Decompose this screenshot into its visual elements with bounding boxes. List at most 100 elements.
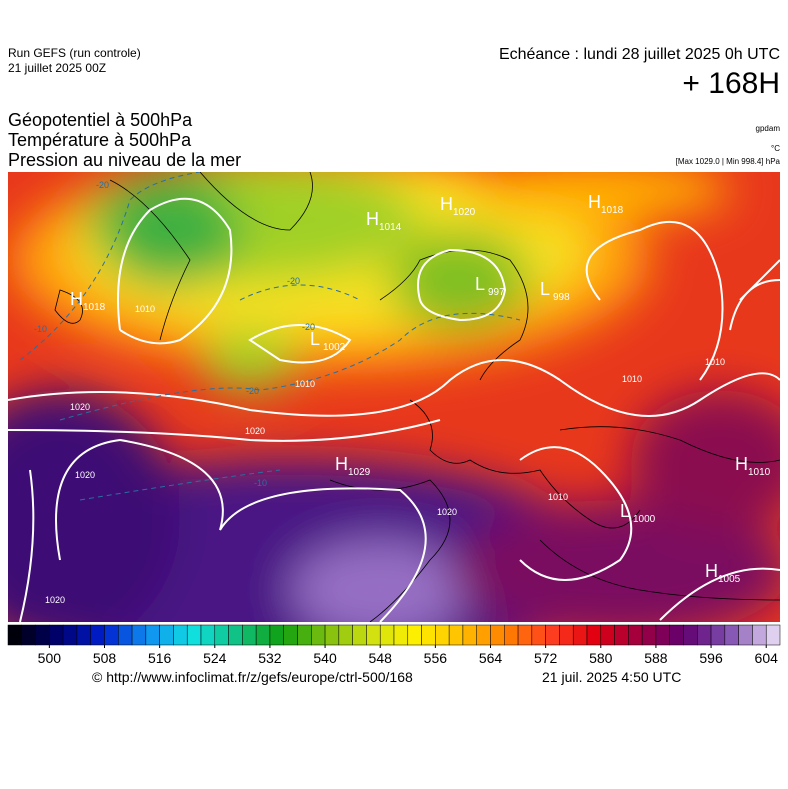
colorbar-swatch — [7, 624, 23, 646]
colorbar-tick-label: 564 — [479, 650, 503, 666]
center-value: 1020 — [453, 207, 476, 218]
isotherms — [19, 172, 521, 501]
colorbar-swatch — [655, 624, 670, 646]
colorbar-swatch — [586, 624, 602, 646]
colorbar-swatch — [600, 624, 615, 646]
center-value: 1029 — [348, 467, 371, 478]
colorbar-swatch — [614, 624, 629, 646]
colorbar-swatch — [738, 624, 753, 646]
colorbar-swatch — [159, 624, 174, 646]
center-letter: L — [620, 501, 630, 521]
unit: [Max 1029.0 | Min 998.4] hPa — [675, 157, 780, 166]
colorbar-swatch — [21, 624, 36, 646]
issued: 21 juil. 2025 4:50 UTC — [542, 669, 682, 685]
colorbar-swatch — [710, 624, 726, 646]
isobar-label: 1020 — [45, 595, 65, 605]
colorbar-swatch — [545, 624, 560, 646]
title: Géopotentiel à 500hPa — [8, 110, 193, 130]
colorbar-swatch — [379, 624, 395, 646]
colorbar-swatch — [62, 624, 78, 646]
colorbar-swatch — [752, 624, 767, 646]
colorbar-swatch — [393, 624, 409, 646]
temperature-label: -10 — [34, 324, 47, 334]
center-value: 1002 — [323, 342, 346, 353]
colorbar-tick-label: 588 — [644, 650, 668, 666]
colorbar-swatch — [697, 624, 712, 646]
center-value: 1010 — [748, 467, 771, 478]
colorbar-swatch — [683, 624, 698, 646]
title: Température à 500hPa — [8, 130, 192, 150]
center-letter: H — [588, 192, 601, 212]
colorbar-swatch — [131, 624, 147, 646]
colorbar-swatch — [104, 624, 119, 646]
colorbar-swatch — [462, 624, 477, 646]
colorbar-tick-label: 508 — [93, 650, 117, 666]
colorbar-swatch — [641, 624, 657, 646]
colorbar-swatch — [407, 624, 422, 646]
colorbar-swatch — [476, 624, 491, 646]
temperature-label: -20 — [96, 180, 109, 190]
colorbar-tick-label: 516 — [148, 650, 172, 666]
colorbar-swatch — [200, 624, 216, 646]
colorbar-tick-label: 500 — [38, 650, 62, 666]
center-value: 997 — [488, 287, 505, 298]
colorbar-swatch — [255, 624, 271, 646]
colorbar-swatch — [572, 624, 588, 646]
colorbar-swatch — [435, 624, 450, 646]
colorbar-swatch — [669, 624, 684, 646]
center-value: 1005 — [718, 574, 741, 585]
center-value: 1014 — [379, 222, 402, 233]
colorbar-swatch — [35, 624, 50, 646]
colorbar-swatch — [366, 624, 381, 646]
temperature-label: -20 — [302, 322, 315, 332]
temperature-label: -20 — [246, 386, 259, 396]
unit: gpdam — [755, 124, 780, 133]
colorbar-tick-label: 572 — [534, 650, 558, 666]
colorbar-swatch — [228, 624, 243, 646]
center-value: 1018 — [601, 205, 624, 216]
colorbar-swatch — [297, 624, 312, 646]
colorbar-swatch — [504, 624, 519, 646]
center-letter: H — [440, 194, 453, 214]
colorbar-swatch — [559, 624, 574, 646]
colorbar-swatch — [49, 624, 64, 646]
center-letter: L — [475, 274, 485, 294]
colorbar-tick-label: 532 — [258, 650, 282, 666]
colorbar-swatch — [517, 624, 533, 646]
colorbar-swatch — [242, 624, 257, 646]
colorbar-swatch — [448, 624, 464, 646]
colorbar-swatch — [214, 624, 229, 646]
colorbar-swatch — [324, 624, 340, 646]
coastlines — [54, 172, 780, 622]
colorbar-swatch — [186, 624, 202, 646]
field — [8, 172, 780, 622]
colorbar-swatch — [283, 624, 298, 646]
colorbar-swatch — [628, 624, 643, 646]
colorbar-tick-label: 524 — [203, 650, 227, 666]
center-letter: L — [540, 279, 550, 299]
run-date: 21 juillet 2025 00Z — [8, 61, 107, 75]
colorbar-swatch — [724, 624, 739, 646]
isobar-label: 1010 — [705, 357, 725, 367]
lead-time: + 168H — [682, 67, 780, 100]
colorbar-swatch — [311, 624, 326, 646]
source: © http://www.infoclimat.fr/z/gefs/europe… — [92, 669, 413, 685]
isobar-label: 1020 — [437, 507, 457, 517]
colorbar-tick-label: 540 — [313, 650, 337, 666]
colorbar-tick-label: 556 — [424, 650, 448, 666]
colorbar-swatch — [173, 624, 188, 646]
center-letter: H — [70, 289, 83, 309]
unit: °C — [771, 144, 780, 153]
colorbar-swatch — [531, 624, 546, 646]
colorbar-swatch — [338, 624, 353, 646]
run: Run GEFS (run controle) — [8, 46, 141, 60]
isobar-label: 1020 — [70, 402, 90, 412]
center-value: 998 — [553, 292, 570, 303]
isobar-label: 1020 — [245, 426, 265, 436]
isobar-label: 1010 — [622, 374, 642, 384]
isobar-label: 1010 — [135, 304, 155, 314]
colorbar-swatch — [352, 624, 367, 646]
colorbar-swatch — [118, 624, 133, 646]
